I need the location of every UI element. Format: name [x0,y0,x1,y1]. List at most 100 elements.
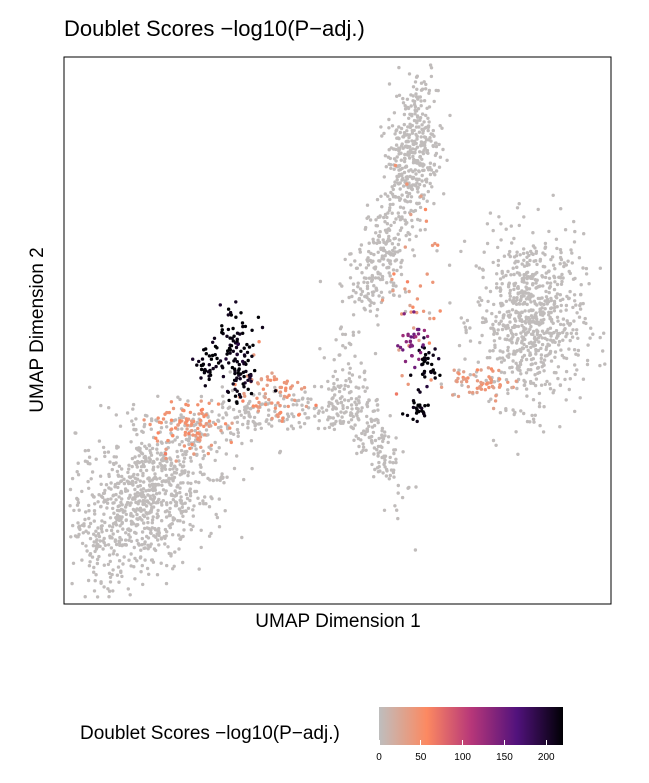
data-point [199,376,203,380]
data-point [109,487,113,491]
data-point [371,293,375,297]
data-point [365,281,370,285]
data-point [380,426,385,431]
data-point [187,442,191,447]
data-point [243,411,248,415]
data-point [118,524,122,528]
data-point [80,558,84,562]
data-point [531,398,536,402]
data-point [576,336,580,340]
data-point [522,215,526,219]
data-point [131,522,136,526]
data-point [501,316,505,320]
data-point [165,509,169,513]
data-point [240,321,245,325]
data-point [530,315,535,320]
data-point [429,139,433,143]
data-point [533,272,537,276]
data-point [439,382,443,386]
data-point [302,421,307,426]
data-point [80,489,84,494]
data-point [518,318,522,323]
data-point [186,506,191,510]
data-point [80,541,85,546]
data-point [418,284,423,288]
data-point [529,345,533,350]
data-point [542,369,546,373]
data-point [489,378,494,382]
data-point [109,497,113,501]
data-point [383,212,388,217]
data-point [536,207,540,212]
data-point [539,302,543,306]
data-point [370,425,375,429]
data-point [173,438,177,442]
data-point [381,439,385,444]
data-point [86,448,91,453]
data-point [426,166,430,170]
data-point [144,504,149,508]
data-point [191,433,195,437]
data-point [177,459,181,463]
data-point [228,370,232,374]
data-point [197,432,201,436]
data-point [568,377,572,381]
data-point [506,391,510,396]
data-point [159,440,163,444]
data-point [110,525,115,529]
data-point [155,528,160,532]
data-point [83,517,87,522]
data-point [519,409,523,413]
data-point [411,154,415,159]
data-point [237,392,242,397]
data-point [171,434,175,438]
data-point [515,206,520,210]
data-point [139,468,143,473]
data-point [517,302,522,306]
data-point [528,321,532,326]
data-point [312,384,317,389]
data-point [421,131,425,135]
data-point [221,374,226,379]
data-point [386,435,391,439]
data-point [246,419,250,424]
data-point [406,150,410,154]
data-point [409,373,413,377]
data-point [506,348,510,353]
data-point [169,418,174,422]
data-point [397,65,401,70]
data-point [429,378,433,382]
data-point [380,455,384,460]
data-point [164,447,168,451]
data-point [397,348,401,352]
data-point [309,397,313,401]
data-point [422,356,427,360]
data-point [188,494,193,498]
data-point [375,314,379,318]
data-point [525,251,529,255]
data-point [501,275,506,279]
data-point [417,201,421,205]
data-point [387,117,391,122]
data-point [562,264,566,269]
data-point [370,277,375,282]
data-point [147,476,151,480]
data-point [113,538,118,542]
data-point [570,261,574,265]
data-point [386,228,390,232]
data-point [526,275,530,279]
data-point [119,500,123,505]
data-point [463,377,468,381]
data-point [409,310,413,314]
legend-tick-label: 50 [415,752,427,763]
data-point [401,206,406,210]
data-point [493,399,498,403]
data-point [398,197,403,201]
data-point [464,330,468,335]
data-point [397,172,401,177]
data-point [387,477,391,481]
data-point [529,381,533,385]
data-point [220,330,224,335]
data-point [382,175,386,179]
data-point [346,384,350,389]
